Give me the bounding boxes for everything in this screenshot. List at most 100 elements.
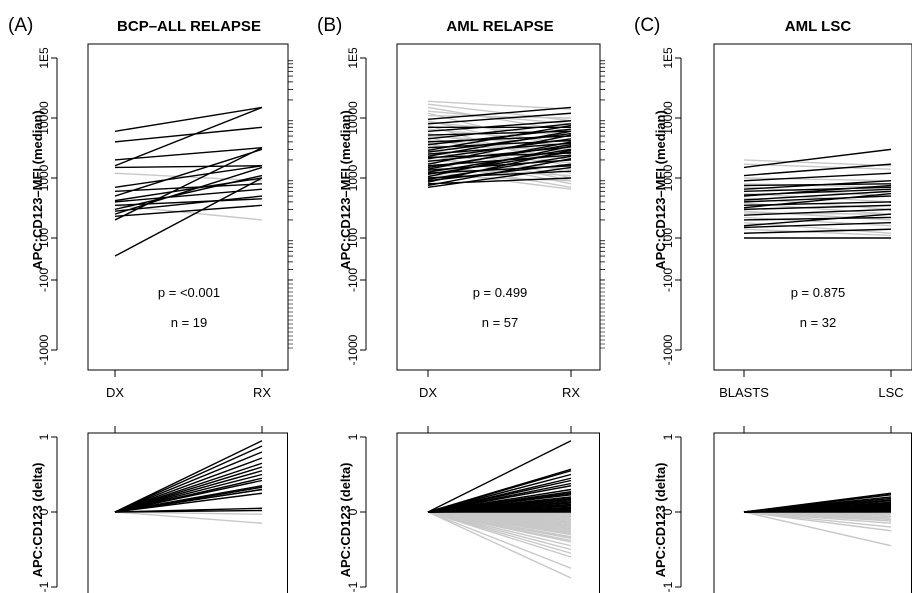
panel-c-top-series-line bbox=[743, 195, 892, 203]
panel-b-letter: (B) bbox=[317, 15, 342, 36]
panel-c-top-series-line bbox=[743, 163, 892, 177]
panel-b-top-y-tick-label: 1E5 bbox=[346, 47, 360, 69]
panel-c-top-series-line bbox=[743, 180, 892, 190]
panel-b-n-count: n = 57 bbox=[482, 315, 519, 330]
panel-b-top-series-line bbox=[427, 114, 572, 119]
panel-c-top-series-line bbox=[743, 190, 892, 201]
panel-a-top-y-tick-label: 1000 bbox=[37, 164, 51, 191]
panel-b-top-series-line bbox=[427, 155, 572, 181]
panel-c-top-ylabel: APC:CD123–MFI (median) bbox=[653, 110, 668, 270]
panel-a-top-series-line bbox=[114, 165, 263, 169]
panel-c-top-y-tick-label: 1000 bbox=[661, 164, 675, 191]
panel-c-top-series-line bbox=[743, 184, 892, 197]
panel-c-top-y-tick-label: 10000 bbox=[661, 101, 675, 135]
panel-b-top-series-line bbox=[427, 123, 572, 140]
panel-a-top-series-line bbox=[114, 174, 263, 211]
panel-b-top-frame bbox=[396, 43, 601, 371]
panel-b-top-series-line bbox=[427, 141, 572, 170]
panel-b-top-series-line bbox=[427, 149, 572, 183]
panel-c-top-series-line bbox=[743, 177, 892, 182]
panel-a-top-series-line bbox=[114, 204, 263, 217]
panel-b-top-series-line bbox=[427, 124, 572, 151]
panel-c-top-series-line bbox=[743, 186, 892, 193]
panel-c-top-series-line bbox=[743, 213, 892, 227]
panel-c-top-series-line bbox=[743, 192, 892, 209]
panel-a-top-y-tick-label: 1E5 bbox=[37, 47, 51, 69]
panel-a-top-frame bbox=[87, 43, 289, 371]
panel-c-top-series-line bbox=[743, 172, 892, 182]
panel-a-top-series-line bbox=[114, 183, 263, 193]
panel-b-top-series-line bbox=[427, 120, 572, 133]
panel-c-top-series-line bbox=[743, 216, 892, 221]
panel-b-xlabel-rx: RX bbox=[562, 385, 580, 400]
panel-c-bottom-ylabel: APC:CD123 (delta) bbox=[653, 463, 668, 578]
panel-b-bottom-y-tick-label: -1 bbox=[346, 581, 360, 592]
panel-a-top-series-line bbox=[114, 148, 263, 197]
panel-b-top-y-tick-label: -1000 bbox=[346, 334, 360, 365]
panel-b-top-series-line bbox=[427, 112, 572, 125]
panel-c-delta-line bbox=[743, 511, 892, 532]
panel-c-top-series-line bbox=[743, 208, 892, 216]
panel-c: (C) AML LSC APC:CD123–MFI (median) APC:C… bbox=[634, 15, 904, 577]
panel-c-letter: (C) bbox=[634, 15, 660, 36]
panel-a-xlabel-dx: DX bbox=[106, 385, 124, 400]
panel-a-top-series-line bbox=[114, 166, 263, 215]
panel-b-delta-line bbox=[427, 511, 572, 569]
panel-b-top-series-line bbox=[427, 177, 572, 185]
panel-b: (B) AML RELAPSE APC:CD123–MFI (median) A… bbox=[317, 15, 580, 577]
panel-a-delta-line bbox=[114, 492, 263, 513]
panel-b-top-y-tick-label: -100 bbox=[346, 268, 360, 292]
panel-c-top-series-line bbox=[743, 204, 892, 211]
panel-a-top-series-line bbox=[114, 177, 263, 257]
panel-b-top-y-tick-label: 1000 bbox=[346, 164, 360, 191]
panel-a-bottom-y-tick-label: 1 bbox=[37, 433, 51, 440]
panel-b-title: AML RELAPSE bbox=[446, 18, 553, 35]
panel-a-top-y-tick-label: -100 bbox=[37, 268, 51, 292]
panel-b-top-ylabel: APC:CD123–MFI (median) bbox=[338, 110, 353, 270]
panel-a: (A) BCP–ALL RELAPSE APC:CD123–MFI (media… bbox=[8, 15, 271, 577]
panel-b-delta-line bbox=[427, 511, 572, 558]
panel-a-delta-line bbox=[114, 440, 263, 513]
panel-a-top-y-tick-label: -1000 bbox=[37, 334, 51, 365]
panel-b-top-series-line bbox=[427, 135, 572, 147]
panel-a-plots: -1000 -100 100 1000 10000 1E5 -1 0 1 bbox=[37, 43, 293, 593]
panel-a-bottom-ylabel: APC:CD123 (delta) bbox=[30, 463, 45, 578]
panel-c-plots: -1000 -100 100 1000 10000 1E5 -1 0 1 bbox=[661, 43, 912, 593]
panel-a-top-series-line bbox=[114, 106, 263, 167]
panel-c-top-series-line bbox=[743, 201, 892, 207]
panel-a-xlabel-rx: RX bbox=[253, 385, 271, 400]
panel-c-xlabel-blasts: BLASTS bbox=[719, 385, 769, 400]
panel-b-xlabel-dx: DX bbox=[419, 385, 437, 400]
panel-c-p-value: p = 0.875 bbox=[791, 285, 846, 300]
panel-c-bottom-y-tick-label: 1 bbox=[661, 433, 675, 440]
panel-c-top-series-line bbox=[743, 228, 892, 234]
panel-a-top-ylabel: APC:CD123–MFI (median) bbox=[30, 110, 45, 270]
panel-b-top-y-tick-label: 10000 bbox=[346, 101, 360, 135]
panel-b-top-series-line bbox=[427, 166, 572, 188]
panel-c-top-y-tick-label: -100 bbox=[661, 268, 675, 292]
panel-c-bottom-frame bbox=[713, 432, 912, 593]
panel-a-delta-line bbox=[114, 457, 263, 513]
panel-a-top-series-line bbox=[114, 106, 263, 133]
panel-c-delta-line bbox=[743, 511, 892, 547]
panel-a-top-series-line bbox=[114, 147, 263, 221]
plot-elements: -1000-1001001000100001E5-101-1000-100100… bbox=[37, 43, 912, 593]
panel-a-top-y-tick-label: 100 bbox=[37, 228, 51, 248]
panel-c-top-series-line bbox=[743, 228, 892, 237]
panel-a-bottom-y-tick-label: 0 bbox=[37, 508, 51, 515]
panel-c-n-count: n = 32 bbox=[800, 315, 837, 330]
panel-b-top-series-line bbox=[427, 130, 572, 157]
panel-a-delta-line bbox=[114, 451, 263, 513]
panel-b-bottom-y-tick-label: 0 bbox=[346, 508, 360, 515]
panel-b-top-series-line bbox=[427, 110, 572, 125]
panel-c-top-series-line bbox=[743, 221, 892, 229]
panel-c-bottom-y-tick-label: -1 bbox=[661, 581, 675, 592]
panel-b-p-value: p = 0.499 bbox=[473, 285, 528, 300]
panel-a-top-series-line bbox=[114, 126, 263, 143]
panel-c-top-series-line bbox=[743, 148, 892, 169]
panel-c-top-y-tick-label: 1E5 bbox=[661, 47, 675, 69]
panel-b-bottom-frame bbox=[396, 432, 600, 593]
panel-a-bottom-frame bbox=[87, 432, 288, 593]
panel-b-top-series-line bbox=[427, 100, 572, 110]
